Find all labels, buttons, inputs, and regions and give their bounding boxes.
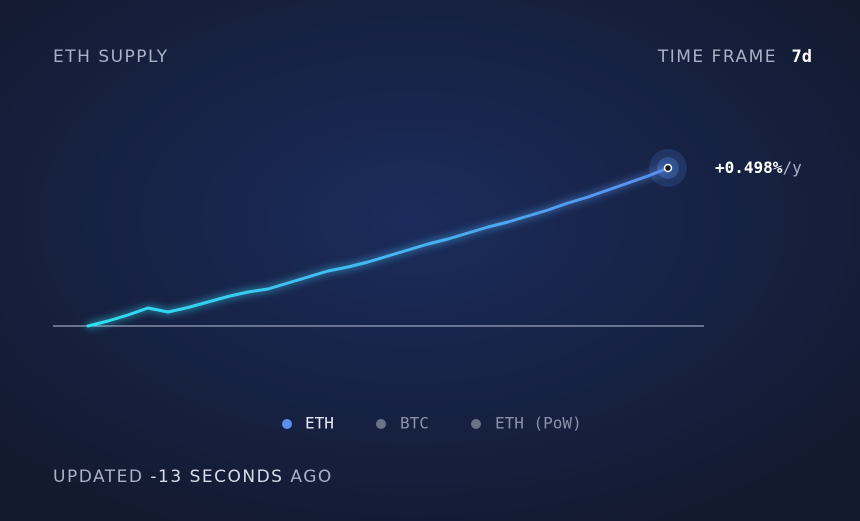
annotation-value: +0.498% <box>715 158 783 177</box>
annotation: +0.498%/y <box>715 158 802 177</box>
legend-label[interactable]: BTC <box>400 414 429 433</box>
eth-line <box>86 166 670 328</box>
time-frame-value[interactable]: 7d <box>792 47 812 67</box>
legend-dot <box>376 419 386 429</box>
annotation-unit: /y <box>782 158 802 177</box>
footer-prefix: UPDATED <box>53 467 144 487</box>
footer-suffix: AGO <box>290 467 332 487</box>
legend-label[interactable]: ETH <box>305 414 334 433</box>
legend-dot <box>282 419 292 429</box>
title: ETH SUPPLY <box>53 47 169 67</box>
footer: UPDATED -13 SECONDS AGO <box>53 467 333 487</box>
legend-dot <box>471 419 481 429</box>
footer-count: -13 SECONDS <box>150 467 283 487</box>
end-point <box>663 163 673 173</box>
time-frame-label: TIME FRAME <box>657 47 777 67</box>
legend-label[interactable]: ETH (PoW) <box>495 414 582 433</box>
